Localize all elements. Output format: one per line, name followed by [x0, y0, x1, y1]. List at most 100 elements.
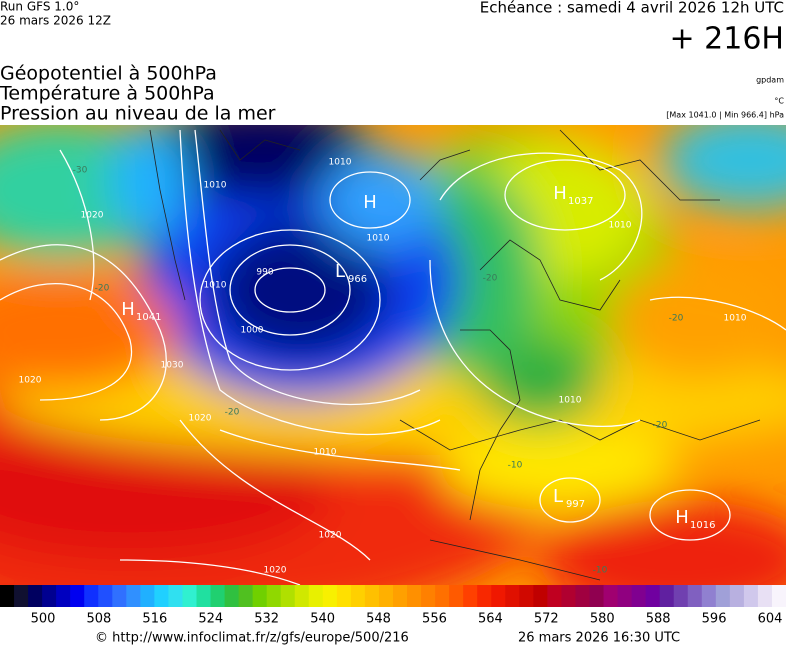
scale-cell	[196, 585, 212, 607]
isobar-label: 1010	[367, 234, 390, 244]
scale-cell	[393, 585, 408, 607]
scale-cell	[631, 585, 647, 607]
pressure-center-letter: H	[363, 192, 377, 213]
color-scale: 500 508 516 524 532 540 548 556 564 572 580 588 596 6…	[0, 585, 786, 627]
scale-cell	[98, 585, 113, 607]
scale-cell	[575, 585, 590, 607]
scale-cell	[378, 585, 394, 607]
scale-label: 500	[31, 612, 56, 627]
scale-cell	[182, 585, 197, 607]
scale-cell	[659, 585, 675, 607]
field-name: Pression au niveau de la mer	[0, 103, 276, 125]
scale-cell	[435, 585, 450, 607]
scale-cell	[463, 585, 478, 607]
scale-label: 564	[478, 612, 503, 627]
scale-cell	[266, 585, 282, 607]
scale-label: 556	[422, 612, 447, 627]
isobar-label: 1030	[161, 361, 184, 371]
pressure-center-letter: H	[121, 299, 135, 320]
temperature-label: -10	[508, 461, 523, 471]
scale-cell	[757, 585, 773, 607]
generated: 26 mars 2026 16:30 UTC	[518, 631, 680, 646]
isobar-label: 1010	[204, 181, 227, 191]
temperature-label: -20	[225, 408, 240, 418]
scale-cell	[294, 585, 310, 607]
scale-cell	[449, 585, 464, 607]
coastlines	[149, 129, 761, 581]
scale-cell	[0, 585, 15, 607]
field-name: Température à 500hPa	[0, 83, 215, 105]
temperature-label: -20	[653, 421, 668, 431]
isobar-label: 1010	[204, 281, 227, 291]
scale-label: 540	[310, 612, 335, 627]
isobar-label: 1010	[609, 221, 632, 231]
pressure-center-value: 997	[566, 499, 585, 510]
scale-cell	[477, 585, 492, 607]
scale-label: 516	[142, 612, 167, 627]
scale-cell	[519, 585, 534, 607]
scale-cell	[322, 585, 338, 607]
scale-cell	[112, 585, 127, 607]
scale-cell	[771, 585, 786, 607]
scale-cell	[505, 585, 520, 607]
pressure-center-value: 966	[348, 274, 367, 285]
isobar-label: 1010	[314, 448, 337, 458]
scale-cell	[701, 585, 717, 607]
pressure-center-value: 1016	[690, 520, 715, 531]
scale-cell	[617, 585, 633, 607]
scale-cell	[252, 585, 268, 607]
temperature-label: -30	[73, 166, 88, 176]
pressure-center-letter: L	[335, 261, 345, 282]
source: © http://www.infoclimat.fr/z/gfs/europe/…	[95, 631, 409, 646]
scale-cell	[168, 585, 183, 607]
isobar-label: 1020	[189, 414, 212, 424]
isobar-label: 1000	[241, 326, 264, 336]
scale-cell	[547, 585, 562, 607]
isobar-label: 1010	[329, 158, 352, 168]
scale-label: 572	[534, 612, 559, 627]
scale-label: 580	[590, 612, 615, 627]
scale-cell	[126, 585, 141, 607]
scale-cell	[421, 585, 436, 607]
scale-label: 604	[758, 612, 783, 627]
scale-cell	[350, 585, 366, 607]
field-colors	[0, 125, 786, 585]
scale-cell	[210, 585, 226, 607]
lead-time: + 216H	[670, 22, 785, 57]
scale-cell	[715, 585, 731, 607]
temperature-label: -20	[483, 274, 498, 284]
pressure-center-letter: L	[553, 486, 563, 507]
isobar-label: 1010	[559, 396, 582, 406]
scale-cell	[238, 585, 254, 607]
unit: gpdam	[756, 76, 784, 85]
isobar-label: 1020	[81, 211, 104, 221]
scale-cell	[364, 585, 380, 607]
scale-cell	[561, 585, 576, 607]
unit: [Max 1041.0 | Min 966.4] hPa	[666, 111, 784, 120]
scale-cell	[589, 585, 605, 607]
scale-cell	[729, 585, 745, 607]
scale-cell	[645, 585, 661, 607]
temperature-label: -10	[593, 566, 608, 576]
scale-label: 508	[87, 612, 112, 627]
scale-cell	[140, 585, 155, 607]
isobar-label: 1010	[724, 314, 747, 324]
scale-cell	[687, 585, 703, 607]
scale-cell	[491, 585, 506, 607]
scale-cell	[14, 585, 29, 607]
field-name: Géopotentiel à 500hPa	[0, 63, 217, 85]
scale-cell	[407, 585, 422, 607]
scale-cell	[224, 585, 240, 607]
isobars	[0, 129, 786, 585]
isobar-label: 1020	[319, 531, 342, 541]
temperature-label: -20	[95, 284, 110, 294]
scale-cell	[336, 585, 352, 607]
scale-cell	[154, 585, 169, 607]
valid-time: Echéance : samedi 4 avril 2026 12h UTC	[480, 0, 784, 17]
scale-cell	[673, 585, 689, 607]
scale-cell	[56, 585, 71, 607]
unit: °C	[774, 97, 784, 106]
pressure-center-value: 1041	[136, 312, 161, 323]
